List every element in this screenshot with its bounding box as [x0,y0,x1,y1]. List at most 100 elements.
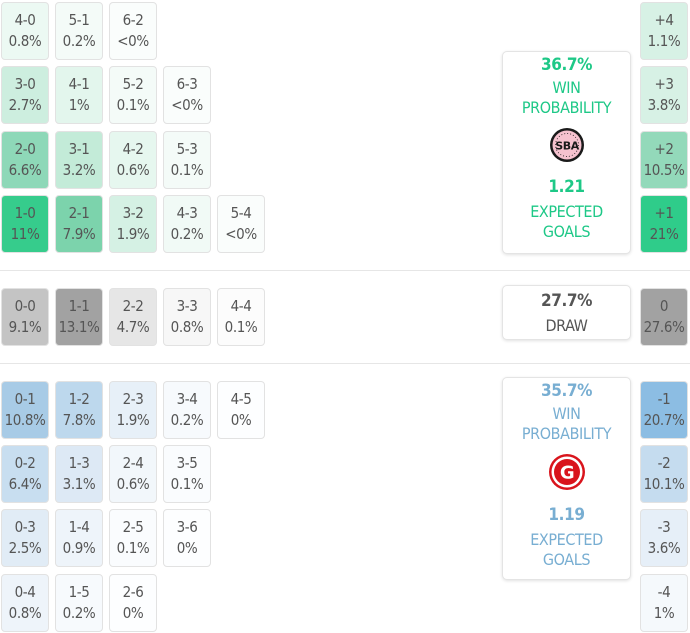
goal-margin-label: -1 [657,390,671,408]
draw-label: DRAW [545,315,588,335]
score-label: 4-5 [230,390,252,408]
score-probability: 0.8% [170,318,204,336]
score-cell[interactable]: 5-4 <0% [217,195,265,253]
score-cell[interactable]: 3-0 2.7% [1,66,49,124]
score-probability: 3.2% [62,161,96,179]
score-cell[interactable]: 0-4 0.8% [1,574,49,632]
score-label: 0-3 [14,518,36,536]
score-cell[interactable]: 2-1 7.9% [55,195,103,253]
score-label: 0-0 [14,297,36,315]
score-label: 1-0 [14,204,36,222]
away-team-crest-icon: G [548,453,586,495]
score-probability: 13.1% [58,318,100,336]
section-divider [0,363,690,364]
goal-margin-cell[interactable]: +2 10.5% [640,131,688,189]
goal-margin-cell[interactable]: -3 3.6% [640,509,688,567]
goal-margin-cell[interactable]: -4 1% [640,574,688,632]
score-cell[interactable]: 2-5 0.1% [109,509,157,567]
score-cell[interactable]: 4-5 0% [217,381,265,439]
goal-margin-label: -3 [657,518,671,536]
score-probability: 0.9% [62,539,96,557]
score-cell[interactable]: 1-5 0.2% [55,574,103,632]
score-probability: 1.9% [116,225,150,243]
goal-margin-probability: 3.8% [647,96,681,114]
score-cell[interactable]: 1-0 11% [1,195,49,253]
score-cell[interactable]: 5-1 0.2% [55,2,103,60]
score-probability: 0% [230,411,252,429]
score-cell[interactable]: 2-6 0% [109,574,157,632]
score-cell[interactable]: 1-1 13.1% [55,288,103,346]
score-label: 1-3 [68,454,90,472]
draw-percentage: 27.7% [540,290,593,311]
score-probability: 6.4% [8,475,42,493]
score-cell[interactable]: 2-3 1.9% [109,381,157,439]
goal-margin-cell[interactable]: +3 3.8% [640,66,688,124]
score-probability: 0.1% [116,96,150,114]
goal-margin-cell[interactable]: 0 27.6% [640,288,688,346]
score-probability: 0.2% [170,411,204,429]
score-probability: 0.1% [116,539,150,557]
score-label: 5-4 [230,204,252,222]
score-label: 4-4 [230,297,252,315]
score-cell[interactable]: 5-3 0.1% [163,131,211,189]
home-win-probability-card: 36.7% WIN PROBABILITY SBA 1.21 EXPECTED … [502,51,631,254]
score-label: 4-2 [122,140,144,158]
score-probability: 0.6% [116,161,150,179]
goal-margin-probability: 3.6% [647,539,681,557]
score-cell[interactable]: 0-3 2.5% [1,509,49,567]
score-cell[interactable]: 4-2 0.6% [109,131,157,189]
score-probability: 3.1% [62,475,96,493]
score-label: 3-6 [176,518,198,536]
goal-margin-label: +3 [654,75,674,93]
score-cell[interactable]: 3-6 0% [163,509,211,567]
score-cell[interactable]: 3-5 0.1% [163,445,211,503]
goal-margin-cell[interactable]: -2 10.1% [640,445,688,503]
score-label: 2-6 [122,583,144,601]
goal-margin-cell[interactable]: -1 20.7% [640,381,688,439]
score-cell[interactable]: 3-1 3.2% [55,131,103,189]
score-label: 2-1 [68,204,90,222]
score-label: 2-4 [122,454,144,472]
away-win-label: WIN [552,404,581,423]
score-cell[interactable]: 0-1 10.8% [1,381,49,439]
score-cell[interactable]: 4-3 0.2% [163,195,211,253]
score-cell[interactable]: 6-2 <0% [109,2,157,60]
goal-margin-cell[interactable]: +4 1.1% [640,2,688,60]
score-cell[interactable]: 2-0 6.6% [1,131,49,189]
goal-margin-cell[interactable]: +1 21% [640,195,688,253]
score-probability: 0.2% [62,32,96,50]
score-cell[interactable]: 0-2 6.4% [1,445,49,503]
score-cell[interactable]: 0-0 9.1% [1,288,49,346]
score-label: 6-3 [176,75,198,93]
score-cell[interactable]: 1-3 3.1% [55,445,103,503]
score-probability: 11% [10,225,40,243]
score-cell[interactable]: 1-2 7.8% [55,381,103,439]
score-label: 3-2 [122,204,144,222]
score-probability: <0% [171,96,203,114]
score-label: 2-5 [122,518,144,536]
score-cell[interactable]: 2-4 0.6% [109,445,157,503]
draw-probability-card: 27.7% DRAW [502,285,631,340]
score-cell[interactable]: 4-0 0.8% [1,2,49,60]
score-probability: 0.1% [170,161,204,179]
score-label: 2-2 [122,297,144,315]
goal-margin-probability: 27.6% [643,318,685,336]
score-cell[interactable]: 4-4 0.1% [217,288,265,346]
score-cell[interactable]: 1-4 0.9% [55,509,103,567]
score-label: 4-0 [14,11,36,29]
score-cell[interactable]: 3-2 1.9% [109,195,157,253]
score-label: 3-5 [176,454,198,472]
score-cell[interactable]: 3-4 0.2% [163,381,211,439]
score-label: 3-1 [68,140,90,158]
score-probability: 0.2% [170,225,204,243]
score-cell[interactable]: 3-3 0.8% [163,288,211,346]
score-cell[interactable]: 2-2 4.7% [109,288,157,346]
score-cell[interactable]: 5-2 0.1% [109,66,157,124]
away-expected-goals-value: 1.19 [548,505,585,525]
score-cell[interactable]: 4-1 1% [55,66,103,124]
score-probability: 6.6% [8,161,42,179]
score-probability: 9.1% [8,318,42,336]
goal-margin-probability: 10.1% [643,475,685,493]
score-cell[interactable]: 6-3 <0% [163,66,211,124]
score-label: 5-1 [68,11,90,29]
